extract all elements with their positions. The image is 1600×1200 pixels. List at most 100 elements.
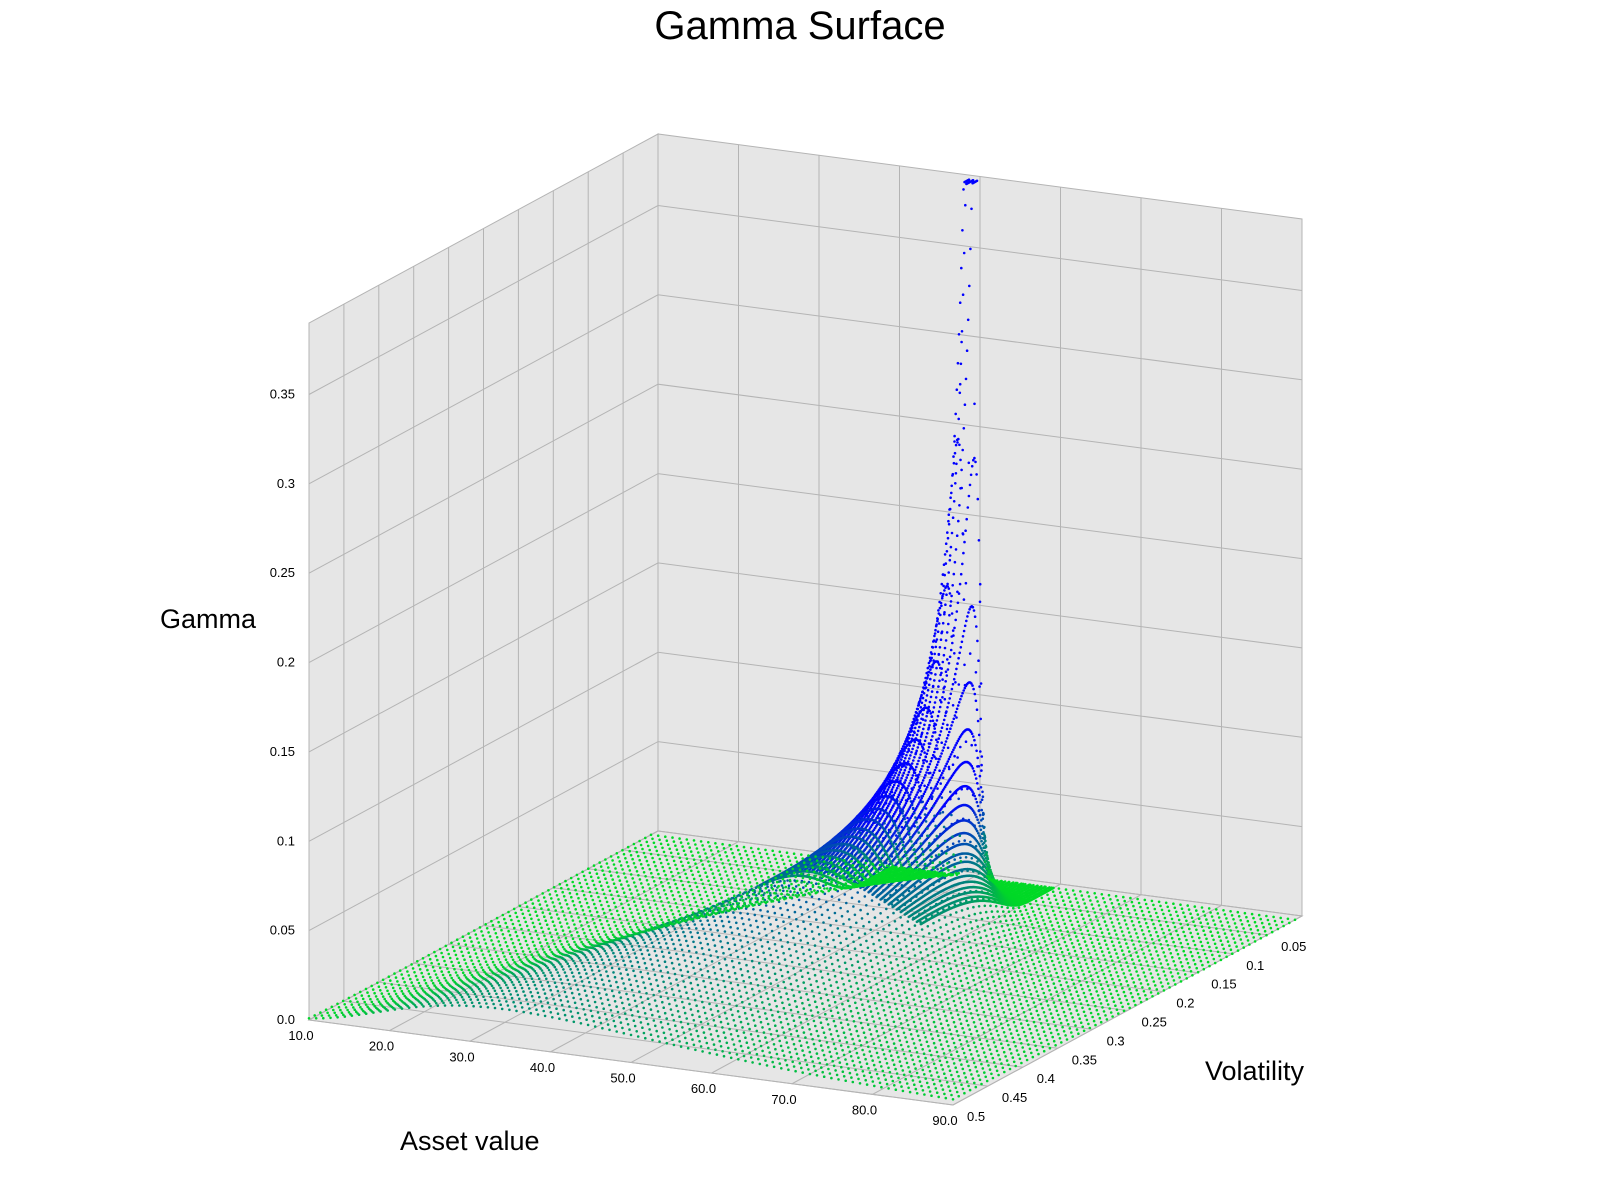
surface-point [821,1026,824,1029]
surface-point [1149,991,1153,994]
surface-point [1004,1015,1007,1018]
surface-point [855,921,858,925]
surface-point [619,1021,623,1024]
surface-point [958,1079,962,1082]
surface-point [453,967,456,971]
surface-point [714,905,718,909]
surface-point [456,957,459,961]
surface-point [679,943,682,947]
surface-point [629,942,632,945]
surface-point [894,1088,898,1091]
surface-point [741,892,745,896]
surface-point [500,1007,504,1011]
surface-point [453,996,457,999]
surface-point [642,938,645,942]
surface-point [633,919,636,922]
surface-point [1039,964,1043,968]
y-gridline-floor [378,981,1023,1068]
surface-point [971,1037,974,1040]
surface-point [922,1052,926,1055]
surface-point [683,959,687,962]
surface-point [764,1012,767,1015]
surface-point [434,973,438,976]
surface-point [1096,994,1100,997]
surface-point [634,922,638,926]
surface-point [614,905,617,909]
surface-point [575,964,578,968]
surface-point [955,1050,959,1053]
surface-point [1035,990,1038,993]
surface-point [1011,1036,1014,1040]
surface-point [959,956,963,960]
surface-point [786,997,790,1001]
surface-point [1022,971,1025,975]
surface-point [839,906,842,910]
surface-point [973,961,977,965]
surface-point [951,972,954,976]
surface-point [750,930,754,933]
surface-point [939,1000,943,1004]
surface-point [955,940,958,943]
surface-point [873,977,877,980]
surface-point [1149,972,1153,975]
surface-point [659,945,662,949]
surface-point [438,966,442,970]
surface-point [1091,978,1094,981]
surface-point [830,1076,833,1080]
surface-point [822,921,825,924]
surface-point [563,1013,567,1017]
surface-point [845,901,848,905]
surface-point [565,922,569,925]
surface-point [922,1031,926,1034]
surface-point [802,920,805,923]
surface-point [792,1019,796,1022]
surface-point [1069,974,1073,978]
surface-point [895,1007,898,1011]
surface-point [683,1011,687,1015]
surface-point [571,919,575,922]
surface-point [615,909,619,913]
surface-point [1135,989,1138,992]
surface-point [921,982,924,985]
surface-point [806,971,810,975]
surface-point [497,920,500,924]
surface-point [816,925,820,929]
surface-point [513,960,516,964]
surface-point [918,944,921,948]
surface-point [957,1094,960,1098]
surface-point [606,998,610,1002]
surface-point [595,982,598,985]
surface-point [728,1051,731,1055]
surface-point [583,968,587,971]
surface-point [758,1039,761,1043]
surface-point [988,987,991,990]
surface-point [815,1005,818,1009]
surface-point [922,935,925,938]
surface-point [663,1011,667,1015]
surface-point [915,1029,919,1033]
surface-point [1106,984,1110,988]
surface-point [795,950,798,953]
surface-point [731,1038,734,1041]
surface-point [662,1031,666,1035]
surface-point [1022,952,1025,956]
surface-point [698,989,701,992]
surface-point [1092,1000,1096,1004]
surface-point [667,931,671,934]
surface-point [994,1025,997,1028]
surface-point [544,900,547,903]
surface-point [881,1069,885,1073]
surface-point [519,983,522,987]
surface-point [557,898,560,901]
surface-point [986,982,990,986]
surface-point [855,1073,859,1076]
surface-point [845,967,848,971]
surface-point [1001,1006,1004,1010]
surface-point [981,1047,984,1050]
surface-point [875,982,878,986]
surface-point [773,884,776,888]
surface-point [447,983,451,986]
surface-point [998,1038,1002,1041]
surface-point [585,1018,588,1021]
surface-point [948,1089,952,1093]
